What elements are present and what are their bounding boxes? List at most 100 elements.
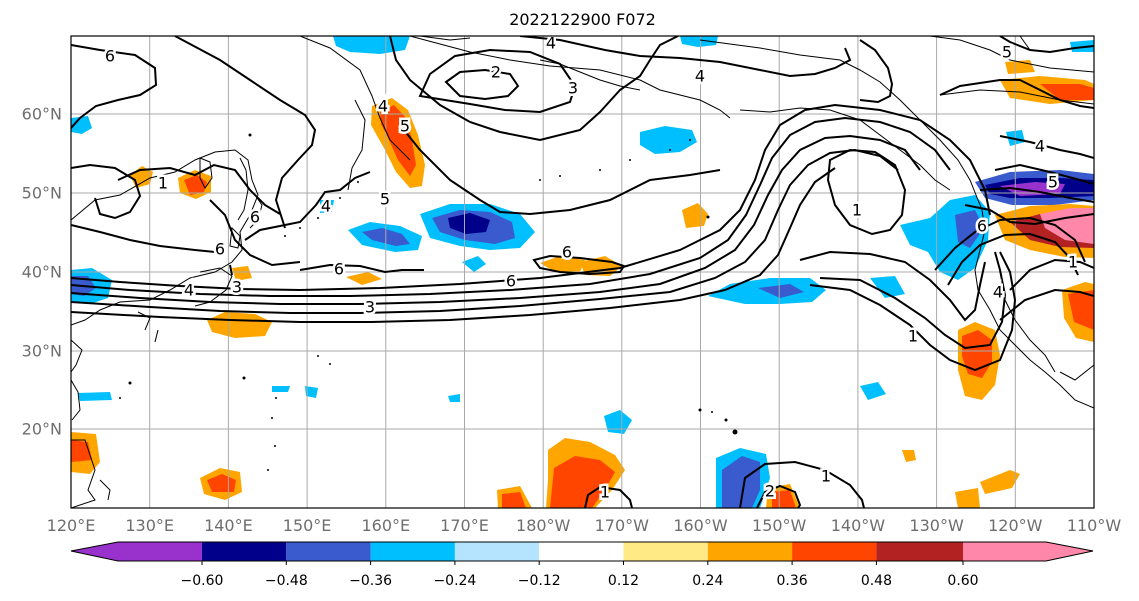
lon-label: 140°W — [831, 516, 886, 535]
colorbar-segment — [623, 542, 708, 561]
lon-label: 170°W — [595, 516, 650, 535]
colorbar-segment — [963, 542, 1093, 561]
colorbar-outline — [70, 541, 1094, 562]
lon-label: 110°W — [1067, 516, 1122, 535]
contour-label: 5 — [380, 190, 390, 209]
anomaly-cyan — [640, 126, 697, 154]
anomaly-blue — [955, 210, 984, 248]
contour-label: 6 — [977, 217, 987, 236]
map-title: 2022122900 F072 — [509, 10, 656, 29]
contour-label: 4 — [184, 281, 194, 300]
anomaly-cyan — [448, 394, 460, 402]
contour-label: 6 — [334, 260, 344, 279]
contour-labels: 6 4 2 3 4 5 4 1 5 6 6 6 6 4 3 3 1 6 5 4 … — [102, 34, 1080, 504]
anomaly-orange — [980, 470, 1020, 494]
anomaly-cyan — [860, 382, 886, 400]
islands — [119, 133, 738, 471]
anomaly-cyan — [680, 36, 718, 47]
anomaly-orange — [346, 272, 382, 285]
anomaly-redorange — [1068, 290, 1094, 330]
contour-label: 4 — [378, 97, 388, 116]
contour-label: 6 — [215, 240, 225, 259]
lat-label: 20°N — [22, 420, 62, 439]
contour-label: 5 — [1048, 173, 1058, 192]
contour-label: 4 — [321, 197, 331, 216]
lon-label: 140°E — [204, 516, 253, 535]
contour-label: 3 — [232, 278, 242, 297]
contour-label: 1 — [908, 327, 918, 346]
anomaly-orange — [207, 312, 272, 338]
anomaly-blue — [758, 284, 804, 298]
lat-label: 50°N — [22, 184, 62, 203]
contour-label: 4 — [546, 34, 556, 53]
colorbar-segment — [370, 542, 455, 561]
lon-label: 130°E — [125, 516, 174, 535]
anomaly-orange — [955, 488, 980, 508]
lon-label: 160°E — [361, 516, 410, 535]
gridlines — [71, 36, 1094, 508]
lat-label: 40°N — [22, 263, 62, 282]
contour-label: 4 — [993, 283, 1003, 302]
anomaly-cyan — [78, 392, 112, 401]
contour-label: 6 — [250, 208, 260, 227]
anomaly-redorange — [502, 492, 526, 508]
colorbar-tick-label: −0.12 — [518, 573, 561, 589]
lon-label: 120°E — [47, 516, 96, 535]
contour-label: 6 — [562, 243, 572, 262]
contour-label: 6 — [506, 272, 516, 291]
contour-label: 5 — [400, 117, 410, 136]
contour-label: 1 — [852, 201, 862, 220]
contour-label: 3 — [568, 79, 578, 98]
lon-label: 120°W — [988, 516, 1043, 535]
colorbar-segment — [202, 542, 287, 561]
anomaly-navy — [448, 213, 490, 234]
anomaly-pink — [1040, 208, 1094, 244]
height-contours — [71, 36, 1094, 508]
contour-label: 6 — [105, 47, 115, 66]
contour-label: 2 — [491, 63, 501, 82]
anomaly-orange — [682, 203, 708, 228]
anomaly-cyan — [604, 410, 632, 434]
contour-label: 1 — [158, 174, 168, 193]
colorbar-segment — [454, 542, 540, 561]
anomaly-cyan — [462, 256, 486, 272]
anomaly-redorange — [550, 456, 615, 508]
map-layers: 6 4 2 3 4 5 4 1 5 6 6 6 6 4 3 3 1 6 5 4 … — [71, 34, 1094, 508]
anomaly-redorange — [380, 105, 416, 176]
contour-label: 4 — [1035, 137, 1045, 156]
colorbar-tick-label: 0.12 — [608, 573, 639, 589]
lon-label: 130°W — [909, 516, 964, 535]
colorbar-tick-label: −0.24 — [433, 573, 476, 589]
colorbar-tick-label: −0.48 — [265, 573, 308, 589]
anomaly-cyan — [870, 276, 905, 298]
anomaly-orange — [540, 256, 585, 272]
colorbar-segment — [71, 542, 202, 561]
colorbar-tick-label: 0.36 — [777, 573, 808, 589]
contour-label: 1 — [600, 483, 610, 502]
anomaly-cyan — [320, 200, 334, 213]
anomaly-blue — [722, 456, 760, 508]
lat-tick-labels: 20°N 30°N 40°N 50°N 60°N — [22, 105, 62, 439]
colorbar-tick-label: −0.36 — [349, 573, 392, 589]
lon-label: 160°W — [673, 516, 728, 535]
colorbar-segment — [539, 542, 624, 561]
colorbar-tick-label: −0.60 — [181, 573, 224, 589]
contour-label: 4 — [695, 67, 705, 86]
anomaly-cyan — [1070, 40, 1094, 52]
colorbar-tick-label: 0.60 — [947, 573, 978, 589]
anomaly-redorange — [772, 490, 796, 508]
anomaly-cyan — [71, 116, 92, 134]
lon-tick-labels: 120°E 130°E 140°E 150°E 160°E 170°E 180°… — [47, 516, 1122, 535]
anomaly-redorange — [1040, 84, 1094, 100]
contour-label: 5 — [1002, 43, 1012, 62]
shaded-anomalies — [71, 36, 1094, 508]
anomaly-orange — [902, 450, 916, 462]
colorbar-segment — [286, 542, 371, 561]
lon-label: 170°E — [440, 516, 489, 535]
lat-label: 30°N — [22, 342, 62, 361]
coastlines — [71, 36, 1094, 508]
anomaly-orange — [232, 266, 252, 281]
contour-label: 1 — [1068, 253, 1078, 272]
anomaly-cyan — [272, 386, 290, 392]
